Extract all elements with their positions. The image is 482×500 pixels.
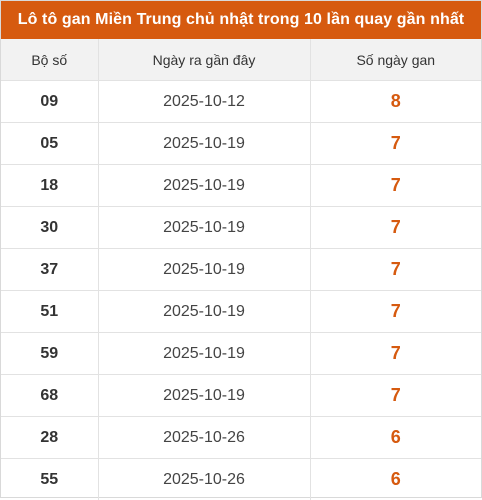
row-last-date: 2025-10-26 [98, 459, 310, 500]
table-row: 51 2025-10-19 7 [1, 291, 481, 333]
row-last-date: 2025-10-19 [98, 291, 310, 333]
table-row: 59 2025-10-19 7 [1, 333, 481, 375]
row-number: 05 [1, 123, 98, 165]
row-number: 55 [1, 459, 98, 500]
table-row: 28 2025-10-26 6 [1, 417, 481, 459]
row-gan-days: 8 [310, 81, 481, 123]
row-number: 59 [1, 333, 98, 375]
row-last-date: 2025-10-12 [98, 81, 310, 123]
row-number: 37 [1, 249, 98, 291]
row-number: 68 [1, 375, 98, 417]
row-gan-days: 7 [310, 291, 481, 333]
row-number: 09 [1, 81, 98, 123]
table-row: 05 2025-10-19 7 [1, 123, 481, 165]
row-gan-days: 7 [310, 333, 481, 375]
table-row: 18 2025-10-19 7 [1, 165, 481, 207]
row-last-date: 2025-10-19 [98, 207, 310, 249]
table-title: Lô tô gan Miền Trung chủ nhật trong 10 l… [1, 1, 481, 39]
row-gan-days: 7 [310, 375, 481, 417]
row-number: 28 [1, 417, 98, 459]
row-last-date: 2025-10-19 [98, 123, 310, 165]
column-header-last-date: Ngày ra gần đây [98, 39, 310, 81]
row-gan-days: 7 [310, 123, 481, 165]
row-last-date: 2025-10-19 [98, 249, 310, 291]
table-row: 55 2025-10-26 6 [1, 459, 481, 500]
row-gan-days: 7 [310, 207, 481, 249]
row-number: 51 [1, 291, 98, 333]
row-last-date: 2025-10-26 [98, 417, 310, 459]
column-header-gan-days: Số ngày gan [310, 39, 481, 81]
row-gan-days: 6 [310, 417, 481, 459]
row-number: 18 [1, 165, 98, 207]
row-last-date: 2025-10-19 [98, 375, 310, 417]
row-gan-days: 7 [310, 165, 481, 207]
table-row: 68 2025-10-19 7 [1, 375, 481, 417]
table-row: 09 2025-10-12 8 [1, 81, 481, 123]
table-row: 37 2025-10-19 7 [1, 249, 481, 291]
table-header-row: Bộ số Ngày ra gần đây Số ngày gan [1, 39, 481, 81]
row-gan-days: 7 [310, 249, 481, 291]
column-header-number: Bộ số [1, 39, 98, 81]
row-last-date: 2025-10-19 [98, 333, 310, 375]
lo-gan-table: Bộ số Ngày ra gần đây Số ngày gan 09 202… [1, 39, 481, 500]
row-number: 30 [1, 207, 98, 249]
row-last-date: 2025-10-19 [98, 165, 310, 207]
table-row: 30 2025-10-19 7 [1, 207, 481, 249]
row-gan-days: 6 [310, 459, 481, 500]
